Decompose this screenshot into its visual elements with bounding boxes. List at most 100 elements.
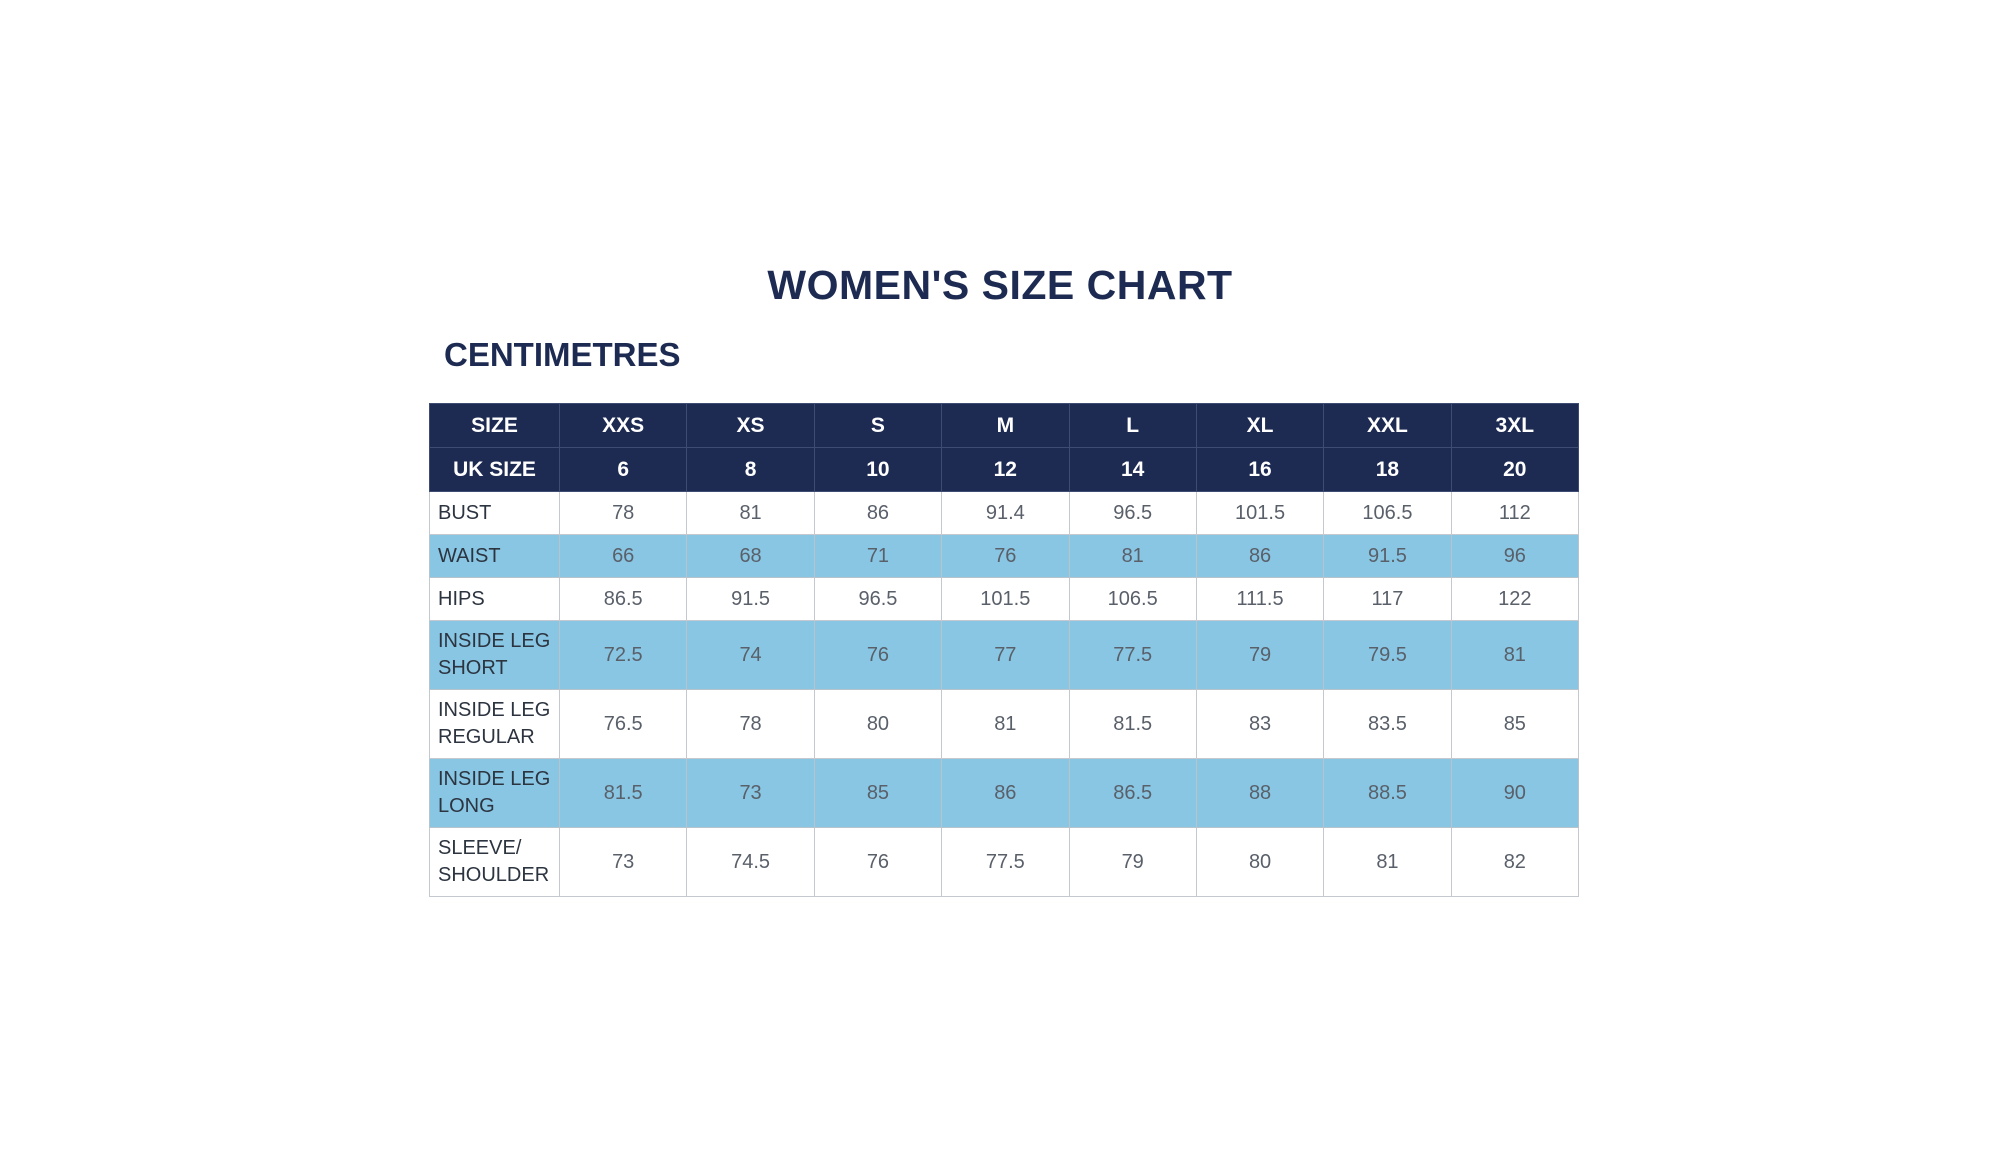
table-cell: 96.5 xyxy=(1068,491,1197,535)
header-cell: S xyxy=(813,403,943,448)
table-cell: 79 xyxy=(1195,620,1325,690)
row-label-line: BUST xyxy=(438,501,492,524)
row-label-line: SHOULDER xyxy=(438,864,550,886)
chart-title: WOMEN'S SIZE CHART xyxy=(767,262,1233,308)
table-cell: 81 xyxy=(1068,534,1197,578)
table-row-waist: WAIST 66 68 71 76 81 86 91.5 96 xyxy=(429,534,1580,578)
table-cell: 78 xyxy=(558,491,688,535)
table-cell: 122 xyxy=(1450,577,1580,621)
table-row-inside-leg-long: INSIDE LEG LONG 81.5 73 85 86 86.5 88 88.… xyxy=(429,758,1580,828)
row-label-line: SHORT xyxy=(438,657,508,679)
table-cell: 74 xyxy=(686,620,815,690)
table-row-hips: HIPS 86.5 91.5 96.5 101.5 106.5 111.5 11… xyxy=(429,577,1580,621)
row-label-line: SLEEVE/ xyxy=(438,837,522,859)
header-cell: 14 xyxy=(1068,447,1197,492)
header-cell: 18 xyxy=(1323,447,1452,492)
row-label: INSIDE LEG REGULAR xyxy=(429,689,560,759)
table-cell: 86 xyxy=(813,491,943,535)
table-cell: 117 xyxy=(1323,577,1452,621)
table-cell: 86 xyxy=(941,758,1070,828)
table-cell: 82 xyxy=(1450,827,1580,897)
header-cell: XXS xyxy=(558,403,688,448)
table-cell: 96.5 xyxy=(813,577,943,621)
header-cell: 16 xyxy=(1195,447,1325,492)
table-cell: 73 xyxy=(686,758,815,828)
table-cell: 106.5 xyxy=(1068,577,1197,621)
table-cell: 74.5 xyxy=(686,827,815,897)
header-label: UK SIZE xyxy=(429,447,560,492)
row-label: INSIDE LEG SHORT xyxy=(429,620,560,690)
table-cell: 77.5 xyxy=(941,827,1070,897)
table-cell: 81 xyxy=(1323,827,1452,897)
table-cell: 68 xyxy=(686,534,815,578)
header-cell: 8 xyxy=(686,447,815,492)
row-label-line: WAIST xyxy=(438,544,501,567)
table-cell: 72.5 xyxy=(558,620,688,690)
row-label-line: HIPS xyxy=(438,587,485,610)
table-cell: 101.5 xyxy=(941,577,1070,621)
units-heading: CENTIMETRES xyxy=(444,336,681,373)
header-cell: 10 xyxy=(813,447,943,492)
table-cell: 81 xyxy=(1450,620,1580,690)
table-cell: 81 xyxy=(686,491,815,535)
table-cell: 85 xyxy=(1450,689,1580,759)
table-cell: 111.5 xyxy=(1195,577,1325,621)
table-cell: 112 xyxy=(1450,491,1580,535)
table-cell: 96 xyxy=(1450,534,1580,578)
table-cell: 86.5 xyxy=(558,577,688,621)
header-cell: XL xyxy=(1195,403,1325,448)
row-label: SLEEVE/SHOULDER xyxy=(429,827,560,897)
row-label: HIPS xyxy=(429,577,560,621)
table-cell: 73 xyxy=(558,827,688,897)
row-label-line: REGULAR xyxy=(438,726,535,748)
header-cell: 12 xyxy=(941,447,1070,492)
table-cell: 86 xyxy=(1195,534,1325,578)
header-cell: L xyxy=(1068,403,1197,448)
table-cell: 79.5 xyxy=(1323,620,1452,690)
size-table: SIZE XXS XS S M L XL XXL 3XL UK SIZE 6 8… xyxy=(429,403,1580,897)
table-cell: 81.5 xyxy=(1068,689,1197,759)
header-cell: XS xyxy=(686,403,815,448)
table-cell: 77.5 xyxy=(1068,620,1197,690)
table-row-bust: BUST 78 81 86 91.4 96.5 101.5 106.5 112 xyxy=(429,491,1580,535)
table-cell: 91.4 xyxy=(941,491,1070,535)
header-cell: 20 xyxy=(1450,447,1580,492)
header-label: SIZE xyxy=(429,403,560,448)
table-cell: 86.5 xyxy=(1068,758,1197,828)
table-cell: 71 xyxy=(813,534,943,578)
table-cell: 78 xyxy=(686,689,815,759)
header-cell: XXL xyxy=(1323,403,1452,448)
table-cell: 83.5 xyxy=(1323,689,1452,759)
table-cell: 91.5 xyxy=(686,577,815,621)
table-cell: 76 xyxy=(813,620,943,690)
header-cell: M xyxy=(941,403,1070,448)
table-cell: 85 xyxy=(813,758,943,828)
table-cell: 77 xyxy=(941,620,1070,690)
row-label-line: INSIDE LEG xyxy=(438,768,551,790)
table-row-sleeve-shoulder: SLEEVE/SHOULDER 73 74.5 76 77.5 79 80 81… xyxy=(429,827,1580,897)
table-cell: 80 xyxy=(813,689,943,759)
row-label: WAIST xyxy=(429,534,560,578)
table-cell: 90 xyxy=(1450,758,1580,828)
table-cell: 79 xyxy=(1068,827,1197,897)
table-cell: 83 xyxy=(1195,689,1325,759)
row-label: INSIDE LEG LONG xyxy=(429,758,560,828)
header-row-size: SIZE XXS XS S M L XL XXL 3XL xyxy=(429,403,1580,448)
row-label-line: LONG xyxy=(438,795,495,817)
table-cell: 101.5 xyxy=(1195,491,1325,535)
header-cell: 6 xyxy=(558,447,688,492)
table-cell: 91.5 xyxy=(1323,534,1452,578)
table-cell: 88 xyxy=(1195,758,1325,828)
header-cell: 3XL xyxy=(1450,403,1580,448)
table-cell: 106.5 xyxy=(1323,491,1452,535)
table-cell: 76 xyxy=(813,827,943,897)
table-cell: 81.5 xyxy=(558,758,688,828)
table-cell: 80 xyxy=(1195,827,1325,897)
row-label-line: INSIDE LEG xyxy=(438,699,551,721)
table-cell: 76 xyxy=(941,534,1070,578)
table-cell: 66 xyxy=(558,534,688,578)
table-cell: 81 xyxy=(941,689,1070,759)
table-cell: 76.5 xyxy=(558,689,688,759)
table-row-inside-leg-regular: INSIDE LEG REGULAR 76.5 78 80 81 81.5 83 … xyxy=(429,689,1580,759)
row-label-line: INSIDE LEG xyxy=(438,630,551,652)
